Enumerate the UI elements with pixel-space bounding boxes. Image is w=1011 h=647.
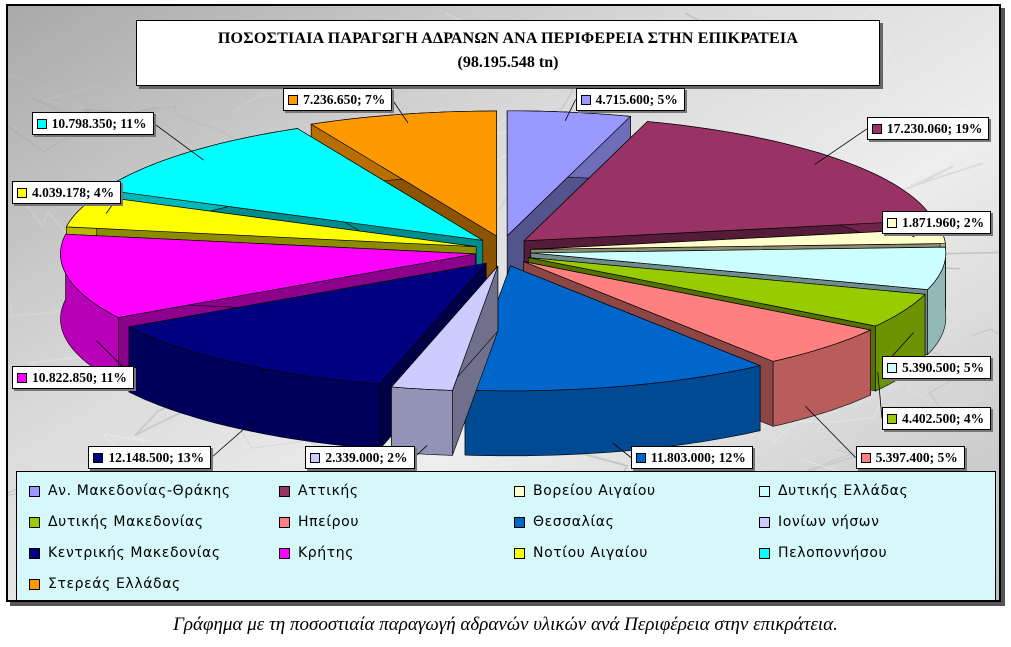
label-swatch xyxy=(871,124,882,135)
legend-swatch xyxy=(759,547,770,559)
label-swatch xyxy=(288,95,299,105)
chart-subtitle: (98.195.548 tn) xyxy=(457,54,559,71)
legend-swatch xyxy=(514,485,525,497)
label-swatch xyxy=(887,362,897,373)
legend-label: Ιονίων νήσων xyxy=(778,514,880,530)
legend-swatch xyxy=(759,516,770,528)
legend-label: Δυτικής Ελλάδας xyxy=(778,483,909,499)
label-text: 1.871.960; 2% xyxy=(902,215,985,231)
data-label: 5.390.500; 5% xyxy=(882,355,992,379)
label-swatch xyxy=(887,218,897,229)
label-swatch xyxy=(17,188,27,199)
legend-item: Αττικής xyxy=(279,483,359,499)
leader-line xyxy=(877,371,883,419)
data-label: 11.803.000; 12% xyxy=(630,446,753,469)
legend-swatch xyxy=(279,485,290,497)
label-swatch xyxy=(17,373,27,384)
data-label: 10.798.350; 11% xyxy=(31,111,154,135)
legend-label: Στερεάς Ελλάδας xyxy=(48,576,181,592)
label-text: 4.402.500; 4% xyxy=(902,410,985,426)
legend-item: Δυτικής Μακεδονίας xyxy=(29,514,204,530)
data-label: 10.822.850; 11% xyxy=(12,366,134,390)
label-text: 11.803.000; 12% xyxy=(650,450,746,465)
legend-item: Βορείου Αιγαίου xyxy=(514,483,656,499)
legend-label: Αττικής xyxy=(298,483,359,499)
data-label: 17.230.060; 19% xyxy=(866,117,990,141)
data-label: 2.339.000; 2% xyxy=(305,446,415,469)
data-label: 12.148.500; 13% xyxy=(88,446,212,469)
label-swatch xyxy=(860,453,871,463)
data-label: 1.871.960; 2% xyxy=(882,211,992,235)
label-swatch xyxy=(580,95,591,105)
chart-frame: ΠΟΣΟΣΤΙΑΙΑ ΠΑΡΑΓΩΓΗ ΑΔΡΑΝΩΝ ΑΝΑ ΠΕΡΙΦΕΡΕ… xyxy=(6,4,1001,602)
leader-line xyxy=(564,99,576,122)
data-label: 4.039.178; 4% xyxy=(12,181,122,205)
leader-line xyxy=(814,128,868,165)
legend-swatch xyxy=(759,485,770,497)
label-swatch xyxy=(93,453,104,463)
leader-line xyxy=(612,442,632,458)
legend-label: Δυτικής Μακεδονίας xyxy=(48,514,204,530)
legend-swatch xyxy=(514,547,525,559)
label-text: 17.230.060; 19% xyxy=(886,121,983,137)
figure-caption: Γράφημα με τη ποσοστιαία παραγωγή αδρανώ… xyxy=(173,614,838,635)
legend-label: Κεντρικής Μακεδονίας xyxy=(48,545,221,561)
legend-item: Στερεάς Ελλάδας xyxy=(29,576,181,592)
legend-label: Ηπείρου xyxy=(298,514,360,530)
label-swatch xyxy=(887,413,897,424)
leader-line xyxy=(211,420,254,458)
legend-label: Κρήτης xyxy=(298,545,355,561)
legend-item: Ηπείρου xyxy=(279,514,359,530)
legend-swatch xyxy=(29,485,40,497)
label-swatch xyxy=(36,118,47,129)
legend-item: Δυτικής Ελλάδας xyxy=(759,483,908,499)
legend-item: Κεντρικής Μακεδονίας xyxy=(29,545,221,561)
label-text: 12.148.500; 13% xyxy=(108,450,205,465)
legend-item: Ιονίων νήσων xyxy=(759,514,880,530)
leader-line xyxy=(153,123,204,161)
legend-swatch xyxy=(279,516,290,528)
pie-slice xyxy=(464,265,762,457)
leader-line xyxy=(391,99,409,124)
pie-chart xyxy=(8,6,999,600)
data-label: 7.236.650; 7% xyxy=(283,88,393,111)
label-swatch xyxy=(635,453,646,463)
chart-title: ΠΟΣΟΣΤΙΑΙΑ ΠΑΡΑΓΩΓΗ ΑΔΡΑΝΩΝ ΑΝΑ ΠΕΡΙΦΕΡΕ… xyxy=(217,30,799,47)
legend-label: Βορείου Αιγαίου xyxy=(533,483,656,499)
label-text: 5.397.400; 5% xyxy=(875,450,958,465)
legend-swatch xyxy=(29,516,40,528)
legend-label: Θεσσαλίας xyxy=(533,514,615,530)
pie-slice xyxy=(390,265,499,456)
data-label: 5.397.400; 5% xyxy=(855,446,965,469)
legend-item: Νοτίου Αιγαίου xyxy=(514,545,648,561)
legend: Αν. Μακεδονίας-Θράκης Αττικής Βορείου Αιγα… xyxy=(16,471,996,601)
legend-item: Πελοποννήσου xyxy=(759,545,887,561)
legend-item: Αν. Μακεδονίας-Θράκης xyxy=(29,483,231,499)
chart-title-box: ΠΟΣΟΣΤΙΑΙΑ ΠΑΡΑΓΩΓΗ ΑΔΡΑΝΩΝ ΑΝΑ ΠΕΡΙΦΕΡΕ… xyxy=(136,20,880,86)
data-label: 4.715.600; 5% xyxy=(575,88,685,111)
label-text: 10.798.350; 11% xyxy=(51,115,147,131)
label-text: 2.339.000; 2% xyxy=(325,450,408,465)
legend-item: Θεσσαλίας xyxy=(514,514,614,530)
leader-line xyxy=(804,405,856,458)
legend-item: Κρήτης xyxy=(279,545,354,561)
legend-swatch xyxy=(29,578,40,590)
label-text: 5.390.500; 5% xyxy=(902,359,985,375)
label-text: 7.236.650; 7% xyxy=(303,92,386,107)
label-text: 4.039.178; 4% xyxy=(32,185,115,201)
legend-label: Πελοποννήσου xyxy=(778,545,888,561)
leader-line xyxy=(414,445,428,458)
label-text: 10.822.850; 11% xyxy=(32,370,127,386)
legend-swatch xyxy=(29,547,40,559)
legend-label: Νοτίου Αιγαίου xyxy=(533,545,648,561)
legend-swatch xyxy=(514,516,525,528)
label-text: 4.715.600; 5% xyxy=(595,92,678,107)
pie-layer xyxy=(60,110,947,457)
label-swatch xyxy=(310,453,321,463)
legend-swatch xyxy=(279,547,290,559)
legend-label: Αν. Μακεδονίας-Θράκης xyxy=(48,483,231,499)
data-label: 4.402.500; 4% xyxy=(882,406,992,430)
